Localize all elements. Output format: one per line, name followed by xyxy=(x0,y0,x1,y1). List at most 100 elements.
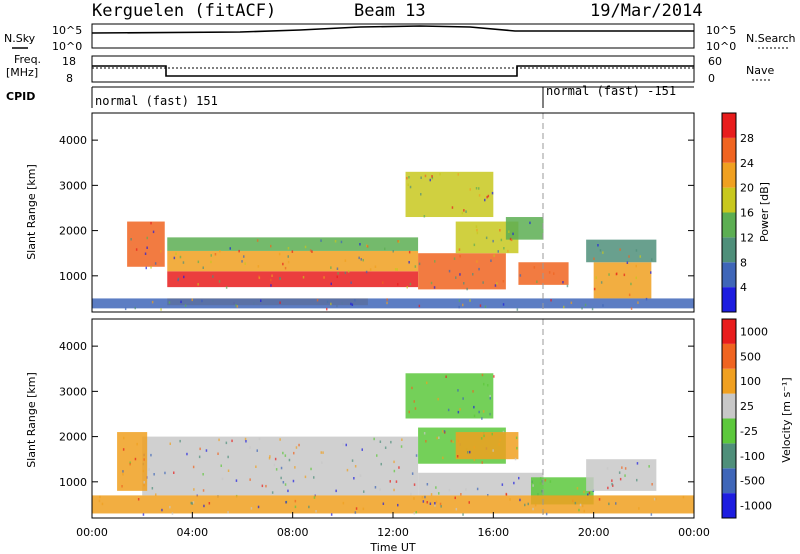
velocity-speckle xyxy=(447,408,450,412)
power-speckle xyxy=(330,282,332,286)
power-speckle xyxy=(309,249,312,252)
velocity-speckle xyxy=(400,445,403,448)
power-speckle xyxy=(351,303,354,306)
power-speckle xyxy=(271,274,273,277)
power-speckle xyxy=(615,272,618,276)
power-speckle xyxy=(472,273,474,276)
power-speckle xyxy=(651,258,653,261)
power-speckle xyxy=(553,272,555,275)
velocity-speckle xyxy=(143,458,145,461)
velocity-speckle xyxy=(376,454,378,457)
power-speckle xyxy=(382,281,384,284)
power-speckle xyxy=(409,282,412,286)
velocity-speckle xyxy=(459,408,461,411)
velocity-speckle xyxy=(255,465,257,468)
colorbar-segment xyxy=(722,418,736,444)
velocity-speckle xyxy=(443,430,446,433)
power-speckle xyxy=(344,259,347,262)
power-speckle xyxy=(420,176,422,179)
velocity-speckle xyxy=(310,467,312,471)
velocity-speckle xyxy=(445,375,447,378)
velocity-speckle xyxy=(509,498,511,501)
power-speckle xyxy=(291,250,294,253)
power-speckle xyxy=(337,272,339,275)
power-speckle xyxy=(455,276,457,279)
colorbar-segment xyxy=(722,319,736,344)
power-speckle xyxy=(602,251,604,254)
power-speckle xyxy=(465,210,467,213)
velocity-speckle xyxy=(231,439,233,443)
velocity-speckle xyxy=(173,471,175,474)
power-speckle xyxy=(218,280,221,283)
nave-tick-top: 60 xyxy=(708,55,722,68)
velocity-speckle xyxy=(354,465,357,468)
colorbar-segment xyxy=(722,493,736,518)
velocity-speckle xyxy=(491,432,493,436)
power-speckle xyxy=(462,303,464,307)
power-speckle xyxy=(175,252,177,255)
velocity-speckle xyxy=(295,446,298,449)
x-tick-label: 16:00 xyxy=(477,526,509,539)
velocity-speckle xyxy=(473,414,476,418)
power-speckle xyxy=(366,244,368,247)
velocity-speckle xyxy=(514,457,517,461)
velocity-speckle xyxy=(401,438,403,441)
power-speckle xyxy=(508,230,510,233)
velocity-speckle xyxy=(148,468,150,471)
power-speckle xyxy=(160,308,162,311)
power-speckle xyxy=(320,239,322,242)
nave-tick-bottom: 0 xyxy=(708,72,715,85)
power-speckle xyxy=(210,260,212,264)
velocity-speckle xyxy=(218,438,220,442)
velocity-speckle xyxy=(397,503,399,507)
power-speckle xyxy=(459,255,461,258)
power-speckle xyxy=(486,195,488,199)
power-speckle xyxy=(219,250,221,253)
velocity-speckle xyxy=(129,461,131,464)
power-speckle xyxy=(502,280,505,283)
colorbar-tick-label: -25 xyxy=(740,425,758,438)
nsky-tick-top: 10^5 xyxy=(52,24,82,37)
power-speckle xyxy=(509,237,512,241)
power-speckle xyxy=(423,215,426,218)
velocity-speckle xyxy=(335,489,337,493)
power-speckle xyxy=(626,261,629,264)
colorbar-tick-label: 25 xyxy=(740,400,754,413)
velocity-speckle xyxy=(413,400,415,403)
power-speckle xyxy=(244,262,246,265)
power-speckle xyxy=(151,300,154,304)
velocity-region xyxy=(455,432,519,460)
velocity-speckle xyxy=(137,498,140,501)
power-speckle xyxy=(466,287,468,291)
x-tick-label: 12:00 xyxy=(377,526,409,539)
power-speckle xyxy=(350,302,352,306)
velocity-speckle xyxy=(456,455,459,458)
freq-tick-bottom: 8 xyxy=(66,72,73,85)
colorbar-segment xyxy=(722,468,736,494)
velocity-speckle xyxy=(545,512,548,516)
power-speckle xyxy=(475,187,478,190)
velocity-speckle xyxy=(221,477,224,481)
velocity-speckle xyxy=(438,492,440,495)
velocity-speckle xyxy=(123,436,125,440)
power-speckle xyxy=(386,298,388,301)
velocity-speckle xyxy=(203,504,205,508)
power-speckle xyxy=(635,276,637,280)
velocity-speckle xyxy=(192,501,195,504)
power-speckle xyxy=(500,238,503,242)
power-panel: 1000 2000 3000 4000 Slant Range [km] 4 8 12 16… xyxy=(25,112,771,313)
power-speckle xyxy=(599,249,602,252)
power-speckle xyxy=(458,305,460,309)
power-speckle xyxy=(360,258,362,261)
velocity-speckle xyxy=(435,500,438,504)
velocity-speckle xyxy=(515,436,518,440)
velocity-speckle xyxy=(478,410,480,414)
velocity-speckle xyxy=(487,494,489,497)
velocity-speckle xyxy=(330,513,333,516)
colorbar-segment xyxy=(722,162,736,188)
velocity-speckle xyxy=(227,455,229,459)
power-speckle xyxy=(453,257,456,260)
power-speckle xyxy=(407,183,409,186)
velocity-speckle xyxy=(342,501,345,505)
power-speckle xyxy=(482,281,484,284)
